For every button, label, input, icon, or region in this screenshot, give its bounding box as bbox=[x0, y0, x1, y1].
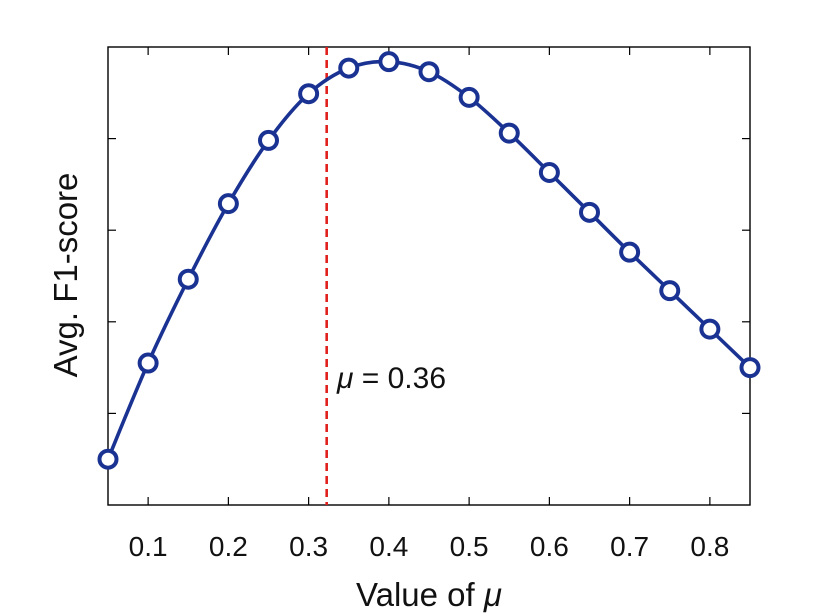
plot-area bbox=[97, 46, 761, 506]
x-tick-labels: 0.1 0.2 0.3 0.4 0.5 0.6 0.7 0.8 bbox=[129, 531, 730, 562]
data-point bbox=[619, 241, 641, 263]
annotation-value: = 0.36 bbox=[353, 362, 446, 395]
plot-frame bbox=[107, 46, 751, 506]
data-point bbox=[97, 448, 119, 470]
y-axis-title: Avg. F1-score bbox=[47, 173, 84, 378]
reference-annotation: μ = 0.36 bbox=[336, 362, 446, 395]
x-tick-label: 0.2 bbox=[209, 531, 248, 562]
x-tick-label: 0.7 bbox=[610, 531, 649, 562]
series-line bbox=[106, 59, 752, 460]
data-point bbox=[579, 201, 600, 223]
data-point bbox=[739, 357, 761, 379]
annotation-mu-symbol: μ bbox=[336, 362, 353, 395]
data-point bbox=[699, 318, 721, 340]
x-tick-label: 0.1 bbox=[129, 531, 168, 562]
data-point bbox=[298, 83, 320, 105]
x-tick-label: 0.4 bbox=[369, 531, 408, 562]
data-point bbox=[538, 161, 560, 183]
data-point bbox=[177, 268, 199, 290]
x-axis-title: Value of μ bbox=[356, 576, 502, 613]
x-tick-label: 0.3 bbox=[289, 531, 328, 562]
data-point bbox=[338, 57, 360, 79]
x-tick-label: 0.8 bbox=[690, 531, 729, 562]
data-point bbox=[458, 86, 480, 108]
data-point bbox=[498, 122, 520, 144]
data-point bbox=[137, 352, 159, 374]
data-point bbox=[418, 61, 440, 83]
data-point bbox=[659, 280, 681, 302]
x-axis-title-text: Value of bbox=[356, 576, 484, 613]
data-point bbox=[217, 193, 239, 215]
x-tick-label: 0.6 bbox=[530, 531, 569, 562]
x-axis-title-mu: μ bbox=[483, 576, 502, 613]
x-tick-label: 0.5 bbox=[450, 531, 489, 562]
data-point bbox=[378, 51, 400, 73]
data-point bbox=[258, 129, 279, 151]
